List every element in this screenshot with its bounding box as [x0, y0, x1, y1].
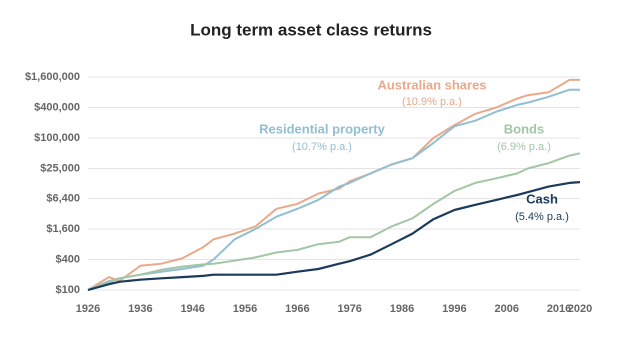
x-tick-label: 1986: [390, 303, 414, 315]
series-label: Residential property: [259, 121, 385, 136]
x-tick-label: 2016: [547, 303, 571, 315]
x-tick-label: 1956: [233, 303, 257, 315]
x-tick-label: 1946: [180, 303, 204, 315]
y-tick-label: $1,600,000: [25, 71, 80, 83]
y-tick-label: $100,000: [34, 132, 80, 144]
x-tick-label: 1926: [76, 303, 100, 315]
series-label: Australian shares: [377, 77, 486, 92]
x-tick-label: 2006: [494, 303, 518, 315]
y-tick-label: $6,400: [46, 192, 80, 204]
chart-title: Long term asset class returns: [190, 20, 432, 39]
x-tick-label: 1976: [337, 303, 361, 315]
y-tick-label: $1,600: [46, 223, 80, 235]
series-line: [87, 152, 581, 291]
y-tick-label: $400,000: [34, 101, 80, 113]
y-tick-label: $25,000: [40, 162, 80, 174]
series-label: Bonds: [504, 121, 544, 136]
series-rate: (5.4% p.a.): [515, 211, 569, 223]
series-line: [87, 88, 580, 291]
x-tick-label: 1996: [442, 303, 466, 315]
x-tick-label: 2020: [568, 303, 592, 315]
x-tick-label: 1936: [128, 303, 152, 315]
series-line: [87, 181, 581, 292]
series-label: Cash: [526, 191, 558, 206]
series-rate: (10.7% p.a.): [292, 141, 352, 153]
y-tick-label: $100: [56, 284, 80, 296]
series-rate: (10.9% p.a.): [402, 96, 462, 108]
series-rate: (6.9% p.a.): [497, 141, 551, 153]
x-tick-label: 1966: [285, 303, 309, 315]
series-line: [87, 78, 580, 291]
y-tick-label: $400: [56, 253, 80, 265]
